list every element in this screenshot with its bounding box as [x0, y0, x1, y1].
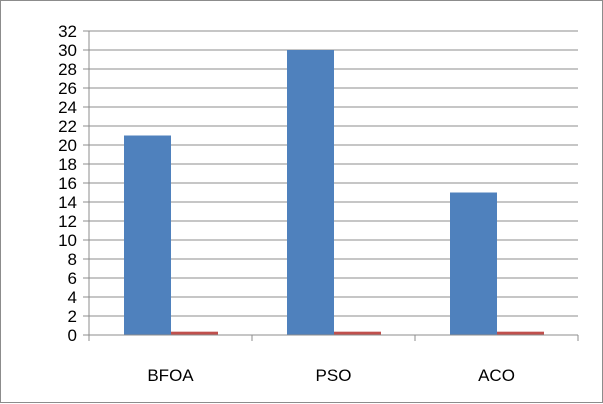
- y-tick-label: 0: [68, 326, 77, 345]
- y-tick-label: 12: [58, 212, 77, 231]
- axes: [83, 30, 579, 341]
- y-tick-label: 8: [68, 250, 77, 269]
- x-category-label: BFOA: [147, 366, 194, 385]
- y-tick-label: 32: [58, 22, 77, 41]
- y-tick-label: 18: [58, 155, 77, 174]
- y-tick-label: 28: [58, 60, 77, 79]
- y-tick-label: 26: [58, 79, 77, 98]
- bar-aco-series-1: [450, 192, 497, 335]
- x-category-label: ACO: [478, 366, 515, 385]
- bar-pso-series-1: [287, 50, 334, 335]
- bar-bfoa-series-2: [171, 331, 218, 335]
- bars: [124, 50, 544, 335]
- y-tick-label: 6: [68, 269, 77, 288]
- y-tick-label: 24: [58, 98, 77, 117]
- bar-pso-series-2: [334, 331, 381, 335]
- bar-bfoa-series-1: [124, 135, 171, 335]
- y-tick-label: 10: [58, 231, 77, 250]
- y-tick-label: 14: [58, 193, 77, 212]
- x-category-label: PSO: [316, 366, 352, 385]
- y-tick-label: 2: [68, 307, 77, 326]
- bar-aco-series-2: [497, 331, 544, 335]
- y-tick-label: 16: [58, 174, 77, 193]
- y-tick-label: 22: [58, 117, 77, 136]
- y-tick-label: 30: [58, 41, 77, 60]
- y-tick-label: 20: [58, 136, 77, 155]
- y-tick-label: 4: [68, 288, 77, 307]
